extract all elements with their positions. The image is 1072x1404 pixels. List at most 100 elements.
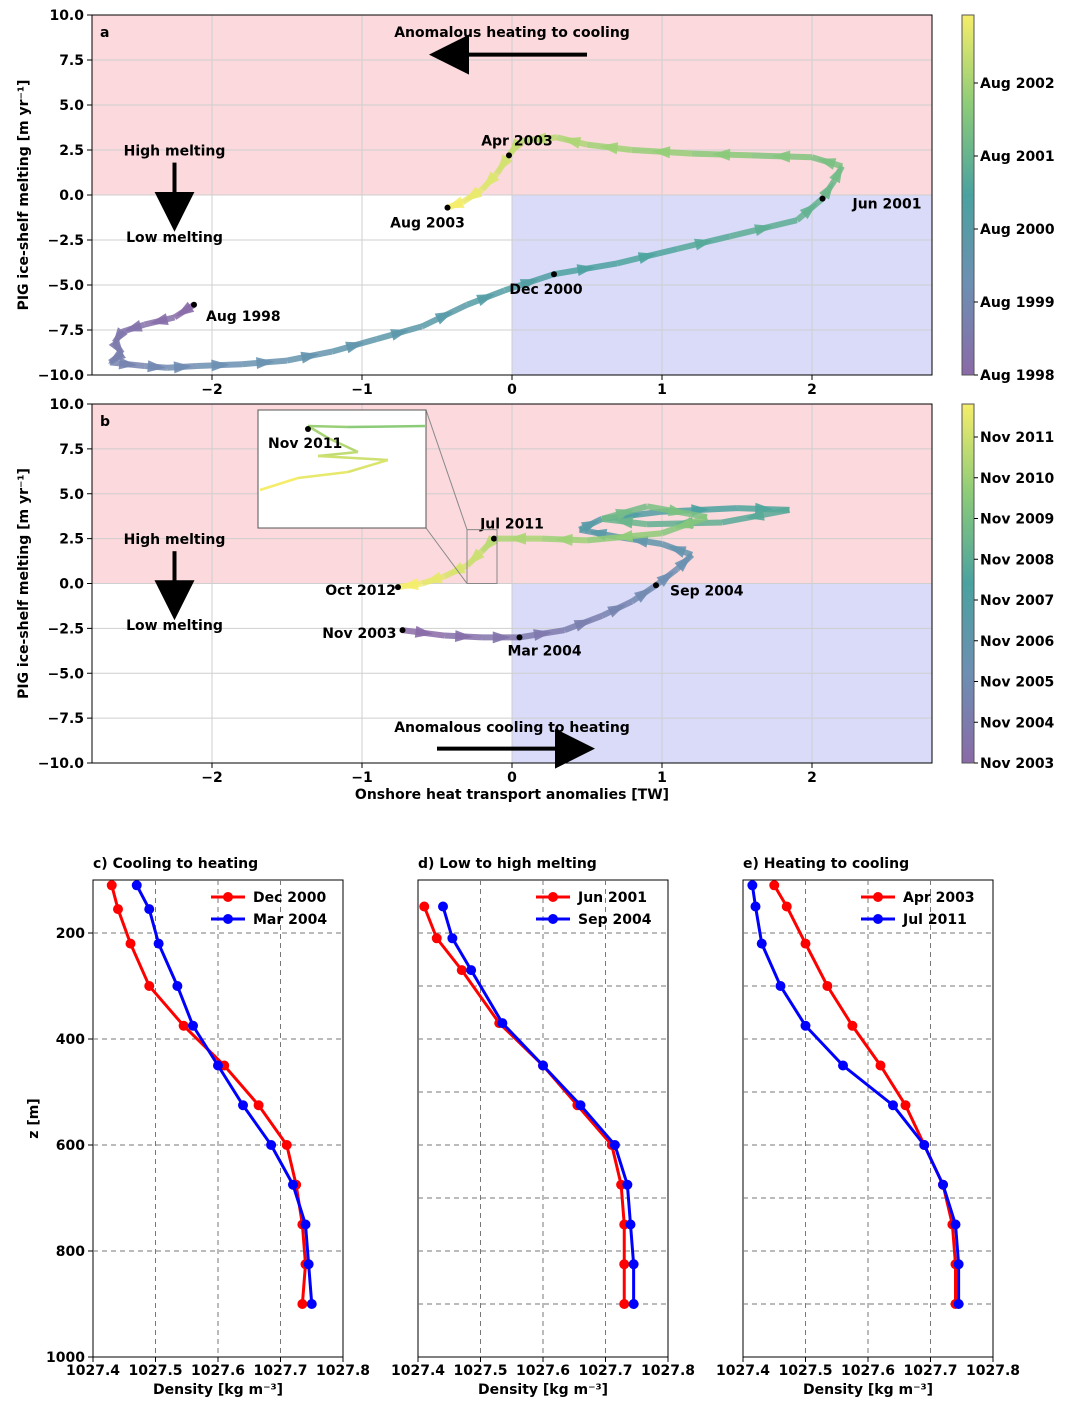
panel-c: c) Cooling to heating 1027.4 1027.5 1027.6 1… (26, 856, 370, 1398)
colorbar-label: Nov 2010 (980, 471, 1055, 487)
trajectory-arrowhead (615, 508, 635, 521)
x-tick-label: 1027.5 (778, 1363, 832, 1379)
profile-point (769, 880, 780, 891)
trajectory-arrowhead (533, 629, 552, 641)
inset-trajectory (307, 424, 329, 440)
x-tick-label: 1027.5 (128, 1363, 182, 1379)
legend-marker (223, 914, 233, 924)
profile-point (756, 938, 767, 949)
profile-point (125, 938, 136, 949)
x-tick-label: 2 (807, 770, 817, 786)
inset-trajectory (347, 424, 427, 429)
profile-point (538, 1060, 548, 1071)
event-marker (399, 627, 406, 634)
y-tick-label: −7.5 (47, 711, 84, 727)
x-axis-label: Density [kg m⁻³] (803, 1382, 933, 1398)
profile-point (800, 938, 811, 949)
trajectory-arrowhead (772, 150, 791, 163)
low-melting-label: Low melting (126, 230, 223, 246)
event-marker (551, 271, 557, 278)
event-marker (653, 582, 659, 589)
trajectory-arrowhead (508, 532, 527, 545)
colorbar-label: Nov 2008 (980, 552, 1054, 568)
trajectory-arrowhead (580, 519, 600, 534)
profile-point (497, 1018, 508, 1029)
x-tick-label: 1027.4 (391, 1363, 445, 1379)
y-tick-label: 600 (56, 1138, 85, 1154)
y-tick-label: 0.0 (59, 577, 84, 593)
y-axis-label: PIG ice-shelf melting [m yr⁻¹] (16, 80, 32, 311)
trajectory-arrowhead (482, 171, 500, 189)
y-tick-label: 7.5 (59, 53, 84, 69)
trajectory-arrowhead (637, 252, 657, 264)
trajectory-arrowhead (528, 132, 547, 145)
profile-point (625, 1219, 636, 1230)
y-axis-label: PIG ice-shelf melting [m yr⁻¹] (16, 468, 32, 699)
trajectory-arrowhead (573, 619, 593, 632)
profile-point (781, 901, 792, 912)
profile-point (950, 1219, 961, 1230)
x-tick-label: 1027.7 (903, 1363, 957, 1379)
trajectory-arrowhead (607, 604, 627, 618)
event-label: Aug 2003 (390, 216, 465, 232)
high-melting-label: High melting (124, 532, 226, 548)
trajectory-arrowhead (454, 630, 474, 643)
profile-point (144, 904, 155, 915)
trajectory-arrowhead (123, 320, 143, 332)
profile-point (172, 981, 183, 991)
trajectory-arrowhead (652, 146, 671, 159)
panel-d: d) Low to high melting 1027.4 1027.5 1027.6… (391, 856, 695, 1398)
x-tick-label: −2 (201, 382, 222, 398)
x-tick-label: 1027.5 (453, 1363, 507, 1379)
trajectory-arrowhead (256, 357, 275, 370)
profile-point (419, 901, 430, 912)
trajectory-arrowhead (147, 360, 166, 373)
profile-point (300, 1219, 311, 1230)
trajectory-arrowhead (634, 587, 653, 603)
trajectory-arrowhead (476, 294, 496, 307)
profile-point (153, 938, 164, 949)
x-axis-label: Density [kg m⁻³] (153, 1382, 283, 1398)
x-tick-label: 1027.7 (253, 1363, 307, 1379)
legend-marker (873, 914, 883, 924)
x-axis-label: Onshore heat transport anomalies [TW] (355, 787, 669, 803)
profile-point (619, 1299, 630, 1309)
profile-point (750, 901, 761, 912)
profile-point (456, 965, 467, 976)
y-axis-label: z [m] (26, 1098, 42, 1138)
event-marker (395, 584, 401, 591)
inset-trajectory (297, 470, 349, 480)
trajectory-arrowhead (149, 313, 169, 325)
trajectory-arrowhead (492, 631, 511, 644)
event-label: Jun 2001 (852, 197, 922, 213)
y-tick-label: 2.5 (59, 532, 84, 548)
colorbar-label: Nov 2009 (980, 512, 1054, 528)
profile-point (297, 1299, 308, 1309)
profile-point (628, 1259, 639, 1270)
profile-point (253, 1100, 264, 1111)
x-tick-label: 1027.7 (578, 1363, 632, 1379)
event-label: Nov 2003 (322, 626, 396, 642)
colorbar-label: Aug 1999 (980, 295, 1055, 311)
profile-point (213, 1060, 223, 1071)
y-tick-label: 5.0 (59, 98, 84, 114)
event-marker (506, 152, 512, 159)
colorbar-label: Nov 2007 (980, 593, 1054, 609)
legend-label: Sep 2004 (578, 912, 652, 928)
y-tick-label: 10.0 (49, 397, 84, 413)
direction-label: Anomalous cooling to heating (394, 720, 630, 736)
trajectory-arrowhead (497, 154, 513, 173)
y-tick-label: 7.5 (59, 442, 84, 458)
trajectory-arrowhead (562, 137, 582, 149)
colorbar-label: Nov 2004 (980, 715, 1055, 731)
inset-trajectory (327, 436, 359, 454)
colorbar-label: Aug 2001 (980, 149, 1055, 165)
event-marker (444, 204, 451, 211)
trajectory-arrowhead (712, 148, 731, 161)
profile-point (113, 904, 123, 915)
x-tick-label: −1 (351, 770, 372, 786)
profile-point (281, 1140, 292, 1150)
x-tick-label: 1027.6 (191, 1363, 245, 1379)
profile-point (888, 1100, 898, 1111)
profile-point (628, 1299, 639, 1309)
